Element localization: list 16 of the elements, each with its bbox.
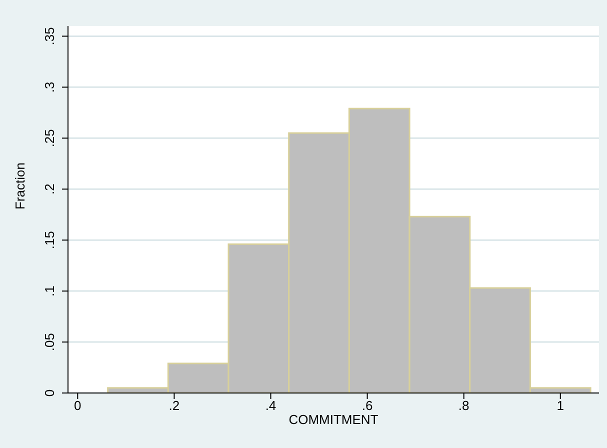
- y-tick-label: .3: [42, 82, 57, 93]
- y-axis-title: Fraction: [12, 162, 28, 210]
- y-tick-label: .2: [42, 184, 57, 195]
- x-tick-label: .6: [362, 398, 373, 414]
- y-tick-label: .1: [42, 286, 57, 296]
- y-tick-label: .05: [42, 332, 57, 352]
- x-tick-label: 0: [74, 398, 82, 414]
- y-tick-label: .25: [42, 129, 57, 148]
- x-axis-title: COMMITMENT: [288, 412, 378, 428]
- x-tick-label: .8: [458, 398, 470, 414]
- y-tick-label: .15: [42, 231, 57, 250]
- x-tick-label: .2: [168, 398, 180, 414]
- y-tick-label: 0: [42, 389, 57, 397]
- x-tick-label: .4: [265, 398, 276, 414]
- x-tick-label: 1: [556, 398, 564, 414]
- y-tick-label: .35: [42, 27, 57, 46]
